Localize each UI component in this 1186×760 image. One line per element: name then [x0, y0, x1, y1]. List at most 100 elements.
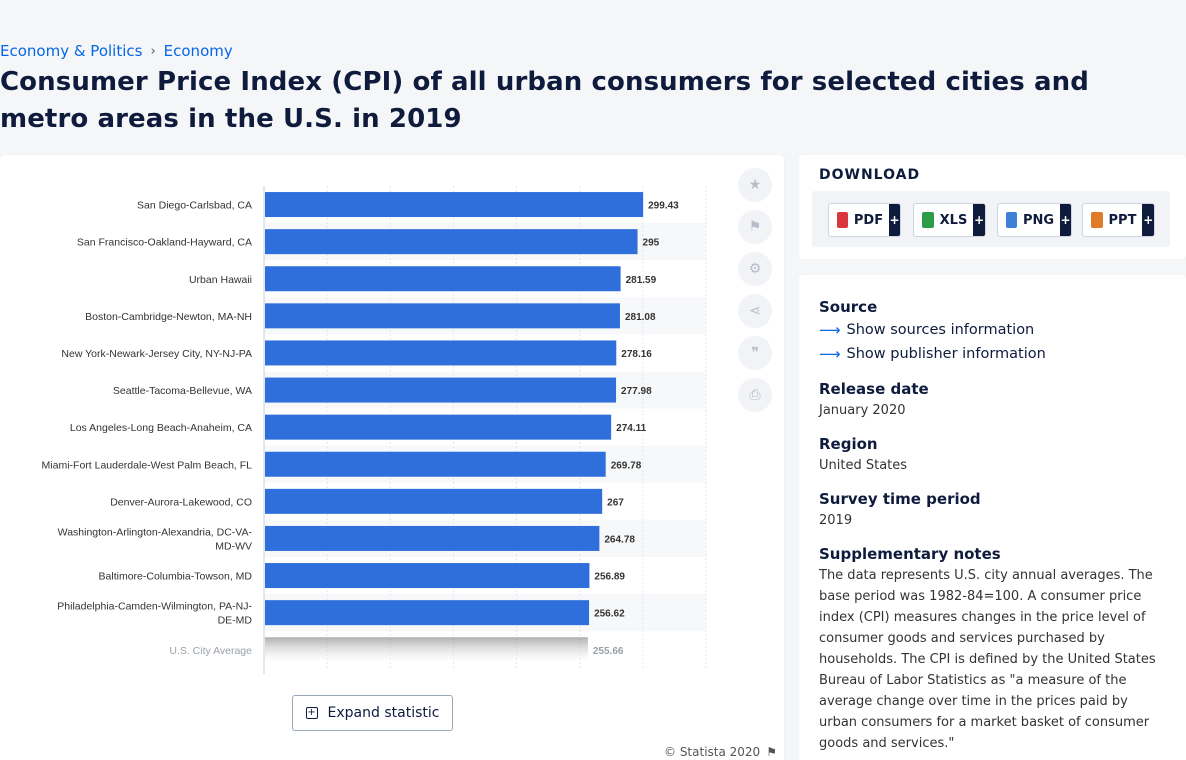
source-heading: Source — [819, 298, 878, 316]
category-label: U.S. City Average — [169, 645, 252, 657]
bell-icon: ⚑ — [748, 219, 762, 235]
notification-button[interactable]: ⚑ — [738, 210, 772, 244]
plus-icon: + — [889, 204, 900, 236]
value-label: 281.59 — [626, 275, 657, 286]
survey-heading: Survey time period — [819, 490, 981, 508]
download-png-button[interactable]: PNG + — [997, 203, 1072, 237]
value-label: 256.62 — [594, 609, 625, 620]
print-icon: ⎙ — [749, 387, 761, 403]
value-label: 277.98 — [621, 386, 652, 397]
star-icon: ★ — [748, 177, 762, 193]
download-xls-label: XLS — [939, 212, 968, 228]
info-card: Source ⟶ Show sources information ⟶ Show… — [799, 275, 1186, 760]
pdf-file-icon — [837, 212, 848, 228]
survey-value: 2019 — [819, 513, 853, 528]
value-label: 256.89 — [594, 572, 625, 583]
print-button[interactable]: ⎙ — [738, 378, 772, 412]
copyright-text: © Statista 2020 — [664, 745, 761, 759]
value-label: 267 — [607, 497, 624, 508]
category-label: Urban Hawaii — [189, 274, 252, 286]
value-label: 264.78 — [604, 534, 635, 545]
chart-card: 299.43 San Diego-Carlsbad, CA 295 San Franc… — [0, 155, 784, 760]
bar — [265, 377, 617, 403]
bar — [265, 414, 612, 440]
value-label: 299.43 — [648, 201, 679, 212]
download-ppt-label: PPT — [1108, 212, 1137, 228]
copyright: © Statista 2020 ⚑ — [664, 745, 777, 759]
bar — [265, 600, 590, 626]
value-label: 281.08 — [625, 312, 656, 323]
category-label: Philadelphia-Camden-Wilmington, PA-NJ- — [57, 601, 252, 613]
category-label: DE-MD — [218, 615, 253, 627]
bar — [265, 303, 620, 329]
quote-icon: ❞ — [751, 345, 759, 361]
category-label: Boston-Cambridge-Newton, MA-NH — [85, 311, 252, 323]
bar — [265, 266, 621, 292]
expand-icon: + — [305, 707, 318, 719]
category-label: Washington-Arlington-Alexandria, DC-VA- — [58, 526, 253, 538]
download-png-label: PNG — [1022, 212, 1055, 228]
download-xls-button[interactable]: XLS + — [913, 203, 986, 237]
cite-button[interactable]: ❞ — [738, 336, 772, 370]
breadcrumb: Economy & Politics › Economy — [0, 42, 233, 60]
bar — [265, 488, 603, 514]
show-publisher-link[interactable]: ⟶ Show publisher information — [819, 345, 1046, 363]
category-label: San Diego-Carlsbad, CA — [137, 200, 252, 212]
share-button[interactable]: ⋖ — [738, 294, 772, 328]
chart-tools: ★ ⚑ ⚙ ⋖ ❞ ⎙ — [738, 168, 772, 420]
bar — [265, 229, 638, 255]
expand-statistic-button[interactable]: + Expand statistic — [292, 695, 453, 731]
expand-statistic-label: Expand statistic — [327, 705, 440, 721]
bar — [265, 451, 606, 477]
arrow-right-icon: ⟶ — [819, 321, 841, 339]
download-pdf-label: PDF — [853, 212, 884, 228]
value-label: 278.16 — [621, 349, 652, 360]
page-title: Consumer Price Index (CPI) of all urban … — [0, 67, 1089, 134]
value-label: 274.11 — [616, 423, 646, 434]
download-buttons: PDF + XLS + PNG + PPT + — [812, 191, 1170, 247]
category-label: Denver-Aurora-Lakewood, CO — [110, 496, 252, 508]
bar — [265, 192, 644, 218]
download-heading: DOWNLOAD — [819, 167, 921, 183]
show-sources-label: Show sources information — [846, 322, 1035, 338]
value-label: 255.66 — [593, 646, 624, 657]
category-label: Los Angeles-Long Beach-Anaheim, CA — [70, 422, 252, 434]
region-heading: Region — [819, 435, 878, 453]
category-label: San Francisco-Oakland-Hayward, CA — [77, 237, 252, 249]
png-file-icon — [1006, 212, 1017, 228]
region-value: United States — [819, 458, 908, 473]
bar — [265, 340, 617, 366]
plus-icon: + — [973, 204, 985, 236]
bar — [265, 525, 600, 551]
show-publisher-label: Show publisher information — [846, 346, 1046, 362]
notes-text: The data represents U.S. city annual ave… — [819, 568, 1156, 751]
breadcrumb-economy[interactable]: Economy — [163, 42, 233, 60]
show-sources-link[interactable]: ⟶ Show sources information — [819, 321, 1034, 339]
favorite-button[interactable]: ★ — [738, 168, 772, 202]
download-ppt-button[interactable]: PPT + — [1082, 203, 1155, 237]
value-label: 269.78 — [611, 460, 642, 471]
download-card: DOWNLOAD PDF + XLS + PNG + PPT + — [799, 155, 1186, 259]
value-label: 295 — [643, 238, 660, 249]
download-pdf-button[interactable]: PDF + — [828, 203, 901, 237]
breadcrumb-separator: › — [150, 43, 156, 59]
plus-icon: + — [1060, 204, 1071, 236]
flag-icon[interactable]: ⚑ — [766, 745, 777, 759]
settings-button[interactable]: ⚙ — [738, 252, 772, 286]
plus-icon: + — [1142, 204, 1154, 236]
gear-icon: ⚙ — [748, 261, 762, 277]
category-label: Seattle-Tacoma-Bellevue, WA — [113, 385, 252, 397]
release-value: January 2020 — [819, 403, 906, 418]
category-label: MD-WV — [215, 540, 252, 552]
notes-heading: Supplementary notes — [819, 545, 1001, 563]
xls-file-icon — [922, 212, 934, 228]
category-label: New York-Newark-Jersey City, NY-NJ-PA — [61, 348, 252, 360]
ppt-file-icon — [1091, 212, 1103, 228]
bar — [265, 563, 590, 589]
category-label: Miami-Fort Lauderdale-West Palm Beach, F… — [42, 459, 253, 471]
breadcrumb-economy-politics[interactable]: Economy & Politics — [0, 42, 143, 60]
share-icon: ⋖ — [749, 303, 761, 319]
arrow-right-icon: ⟶ — [819, 345, 841, 363]
category-label: Baltimore-Columbia-Towson, MD — [99, 571, 253, 583]
